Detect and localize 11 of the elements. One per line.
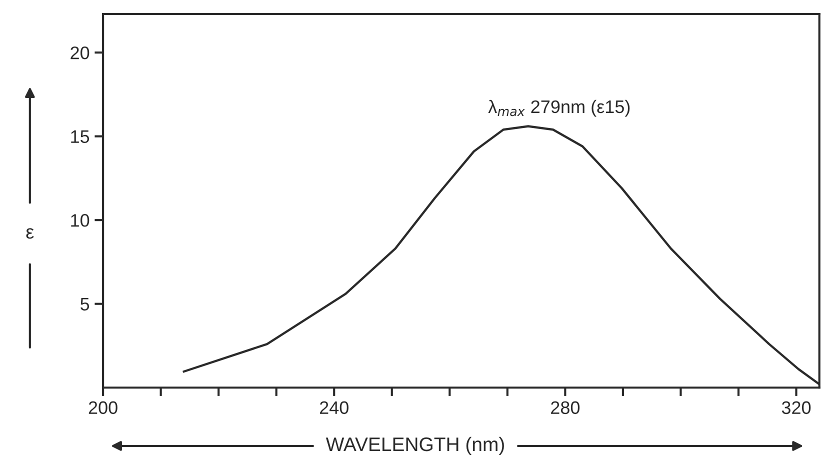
x-tick-label: 320 — [782, 401, 811, 414]
x-tick-label: 280 — [551, 401, 580, 414]
annotation: λ$_{max}$ 279nm (ε15) — [488, 100, 630, 117]
y-tick-label: 10 — [71, 214, 90, 227]
x-axis-title: WAVELENGTH (nm) — [326, 436, 504, 456]
y-tick-label: 20 — [70, 46, 90, 60]
x-tick-label: 200 — [88, 401, 118, 414]
x-tick-label: 240 — [320, 401, 348, 414]
y-tick-label: 15 — [71, 130, 90, 144]
y-tick-label: 5 — [80, 298, 90, 311]
y-axis-title: ε — [26, 228, 34, 239]
